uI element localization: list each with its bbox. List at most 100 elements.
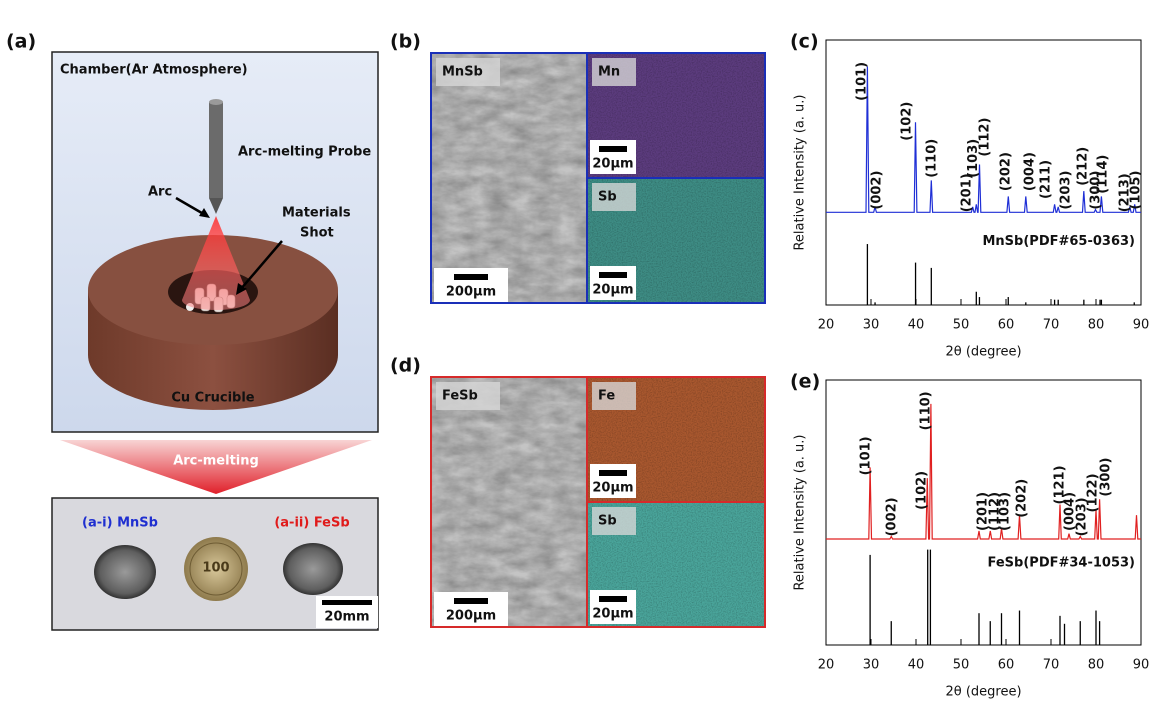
peak-label: (122) [1085, 473, 1100, 512]
scale-box [434, 592, 508, 626]
sem-texture [432, 54, 586, 302]
peak-label: (102) [900, 102, 915, 141]
peak-label: (202) [999, 152, 1014, 191]
peak-label: (103) [998, 492, 1013, 531]
peak-label: (112) [988, 492, 1003, 531]
peak-label: (102) [914, 471, 929, 510]
peak-label: (211) [1039, 160, 1054, 199]
reference-label: FeSb(PDF#34-1053) [988, 555, 1135, 570]
scale-box [590, 140, 636, 174]
scale-box [434, 268, 508, 302]
x-tick-label: 60 [998, 318, 1015, 333]
scale-box [590, 464, 636, 498]
panel-frame [430, 376, 766, 628]
peak-label: (002) [885, 497, 900, 536]
scale-label: 20μm [592, 157, 633, 172]
scale-bar [322, 600, 372, 605]
image-label-box [592, 183, 636, 211]
shot-label: Shot [300, 226, 334, 241]
sample-label: (a-ii) FeSb [274, 516, 349, 531]
peak-label: (203) [1075, 497, 1090, 536]
scale-box [590, 590, 636, 624]
scale-bar [599, 146, 627, 152]
y-axis-label: Relative Intensity (a. u.) [793, 434, 808, 590]
x-tick-label: 20 [818, 658, 835, 673]
image-label: Mn [598, 65, 620, 80]
scale-label: 20μm [592, 481, 633, 496]
x-tick-label: 90 [1133, 318, 1150, 333]
x-tick-label: 20 [818, 318, 835, 333]
peak-label: (004) [1062, 492, 1077, 531]
coins [94, 537, 343, 601]
peak-label: (101) [855, 62, 870, 101]
panel-frame [430, 52, 766, 304]
x-tick-label: 90 [1133, 658, 1150, 673]
peak-label: (105) [1129, 171, 1144, 210]
x-tick-label: 80 [1088, 318, 1105, 333]
arc-label: Arc [148, 185, 172, 200]
peak-label: (300) [1098, 458, 1113, 497]
scale-bar [454, 598, 488, 604]
peak-label: (201) [976, 492, 991, 531]
x-tick-label: 50 [953, 658, 970, 673]
x-tick-label: 60 [998, 658, 1015, 673]
image-label-box [436, 58, 500, 86]
x-tick-label: 70 [1043, 318, 1060, 333]
reference-label: MnSb(PDF#65-0363) [982, 234, 1135, 249]
x-tick-label: 80 [1088, 658, 1105, 673]
image-label-box [592, 382, 636, 410]
peak-label: (103) [966, 139, 981, 178]
panel-label: (b) [390, 31, 421, 53]
sample-label: (a-i) MnSb [82, 516, 158, 531]
image-label: Fe [598, 389, 615, 404]
peak-label: (300) [1089, 171, 1104, 210]
panel-label: (c) [790, 31, 819, 53]
x-tick-label: 40 [908, 658, 925, 673]
peak-label: (212) [1076, 147, 1091, 186]
scale-label: 200μm [446, 285, 496, 300]
probe-label: Arc-melting Probe [238, 145, 371, 160]
plot-frame [825, 39, 1142, 306]
x-axis-label: 2θ (degree) [945, 345, 1021, 360]
peak-label: (110) [925, 139, 940, 178]
scale-label: 200μm [446, 609, 496, 624]
sem-texture [432, 378, 586, 626]
crucible-drawing [88, 99, 338, 410]
peak-label: (112) [977, 118, 992, 157]
shot-label: Materials [282, 206, 351, 221]
peak-label: (004) [1022, 152, 1037, 191]
image-label-box [592, 507, 636, 535]
peak-label: (002) [869, 171, 884, 210]
image-label-box [436, 382, 500, 410]
xrd-pattern [826, 403, 1141, 540]
scale-bar [599, 272, 627, 278]
x-tick-label: 30 [863, 318, 880, 333]
coin-label: 100 [202, 561, 229, 576]
scale-bar [599, 470, 627, 476]
peak-label: (202) [1015, 479, 1030, 518]
peak-label: (203) [1058, 171, 1073, 210]
image-label: Sb [598, 190, 617, 205]
x-tick-label: 70 [1043, 658, 1060, 673]
image-label: Sb [598, 514, 617, 529]
process-label: Arc-melting [173, 454, 259, 469]
process-arrow [60, 440, 372, 494]
peak-label: (121) [1053, 465, 1068, 504]
x-axis-label: 2θ (degree) [945, 685, 1021, 700]
image-label: FeSb [442, 389, 478, 404]
x-tick-label: 50 [953, 318, 970, 333]
panel-label: (a) [6, 31, 36, 53]
scale-label: 20mm [324, 610, 369, 625]
image-label: MnSb [442, 65, 483, 80]
peak-label: (101) [859, 436, 874, 475]
peak-label: (114) [1095, 155, 1110, 194]
scale-label: 20μm [592, 283, 633, 298]
y-axis-label: Relative Intensity (a. u.) [793, 94, 808, 250]
crucible-label: Cu Crucible [171, 391, 254, 406]
x-tick-label: 30 [863, 658, 880, 673]
peak-label: (110) [918, 391, 933, 430]
scale-label: 20μm [592, 607, 633, 622]
peak-label: (213) [1117, 173, 1132, 212]
peak-label: (201) [959, 173, 974, 212]
